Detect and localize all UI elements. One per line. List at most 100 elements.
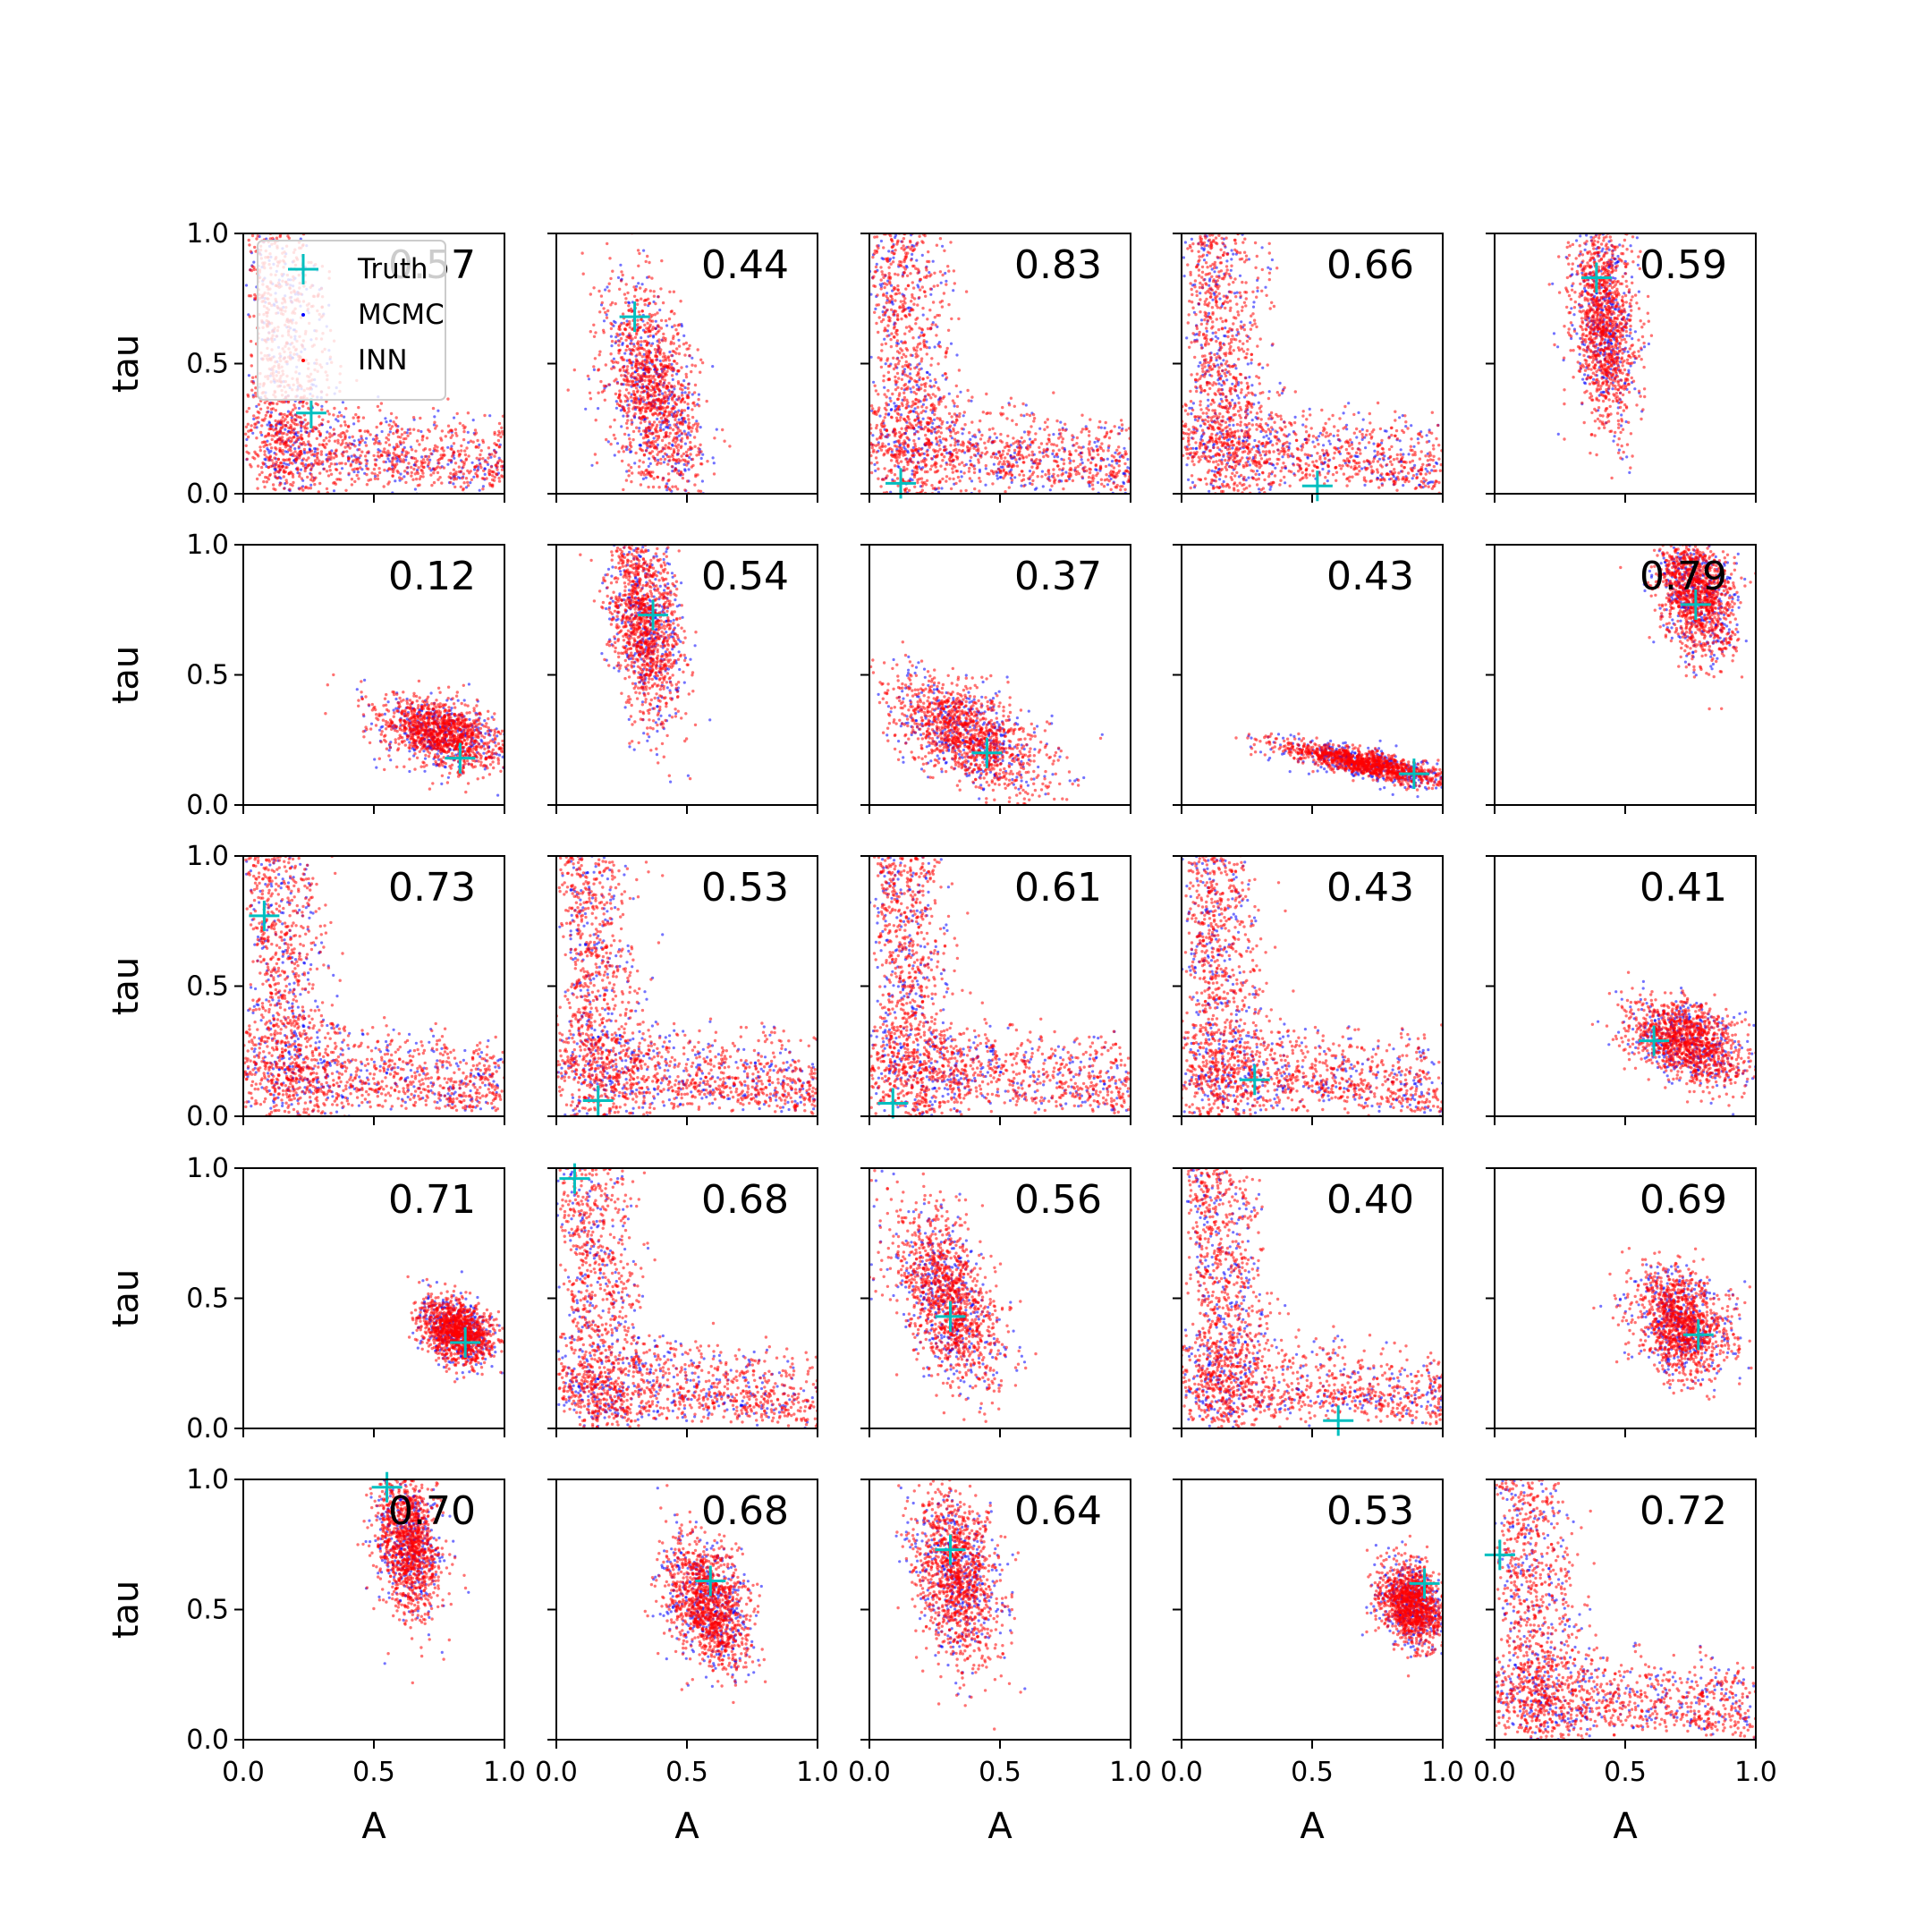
mcmc-point — [252, 260, 256, 264]
inn-point — [894, 379, 897, 383]
inn-point — [686, 460, 691, 463]
inn-point — [648, 312, 652, 317]
inn-point — [300, 433, 303, 437]
inn-point — [643, 330, 647, 334]
inn-point — [275, 402, 279, 406]
inn-point — [258, 445, 262, 449]
mcmc-point — [1022, 414, 1026, 418]
inn-point — [287, 426, 291, 429]
mcmc-point — [928, 346, 931, 350]
inn-point — [630, 422, 633, 426]
inn-point — [592, 323, 596, 326]
inn-point — [301, 404, 305, 408]
inn-point — [495, 472, 498, 476]
inn-point — [489, 465, 494, 469]
mcmc-point — [887, 443, 891, 446]
inn-point — [667, 487, 671, 491]
inn-point — [318, 481, 322, 486]
inn-point — [878, 228, 881, 231]
inn-point — [1068, 450, 1072, 453]
inn-point — [298, 471, 301, 476]
inn-point — [1020, 479, 1024, 483]
inn-point — [669, 528, 672, 530]
inn-point — [1015, 464, 1020, 468]
mcmc-point — [683, 391, 687, 394]
inn-point — [291, 436, 294, 440]
inn-point — [263, 401, 267, 404]
inn-point — [275, 236, 279, 240]
mcmc-point — [265, 222, 267, 225]
inn-point — [343, 462, 348, 466]
inn-point — [670, 374, 674, 377]
inn-point — [916, 241, 919, 245]
inn-point — [328, 450, 332, 454]
inn-point — [1047, 437, 1051, 442]
mcmc-point — [325, 453, 328, 457]
inn-point — [957, 369, 962, 372]
inn-point — [665, 421, 669, 425]
inn-point — [902, 391, 906, 394]
inn-point — [274, 419, 277, 423]
inn-point — [1054, 459, 1058, 463]
inn-point — [879, 319, 884, 324]
inn-point — [318, 433, 322, 437]
inn-point — [918, 368, 921, 371]
inn-point — [481, 487, 485, 491]
mcmc-point — [625, 319, 629, 323]
mcmc-point — [266, 423, 269, 427]
inn-point — [914, 397, 918, 402]
inn-point — [627, 474, 631, 478]
inn-point — [652, 504, 655, 507]
inn-point — [926, 326, 930, 331]
inn-point — [685, 463, 689, 467]
inn-point — [265, 455, 268, 459]
inn-point — [979, 479, 982, 483]
inn-point — [390, 461, 394, 464]
inn-point — [604, 363, 607, 367]
inn-point — [462, 429, 466, 434]
inn-point — [638, 459, 641, 462]
inn-point — [408, 428, 412, 431]
inn-point — [956, 475, 961, 479]
inn-point — [291, 428, 294, 431]
mcmc-point — [883, 337, 886, 341]
inn-point — [683, 432, 687, 436]
inn-point — [647, 383, 651, 386]
inn-point — [918, 376, 921, 379]
inn-point — [391, 462, 394, 467]
inn-point — [633, 384, 637, 387]
inn-point — [423, 454, 428, 459]
inn-point — [280, 436, 284, 439]
inn-point — [650, 423, 654, 427]
inn-point — [1007, 486, 1012, 489]
inn-point — [409, 431, 412, 436]
mcmc-point — [925, 340, 928, 343]
inn-point — [1117, 459, 1121, 463]
inn-point — [635, 328, 640, 333]
inn-point — [300, 477, 304, 480]
inn-point — [671, 454, 674, 458]
inn-point — [952, 477, 955, 481]
inn-point — [885, 403, 889, 407]
inn-point — [973, 487, 977, 491]
inn-point — [1077, 471, 1081, 476]
inn-point — [954, 418, 959, 421]
inn-point — [647, 355, 650, 359]
inn-point — [588, 391, 592, 394]
inn-point — [912, 230, 915, 233]
inn-point — [307, 440, 310, 444]
inn-point — [256, 234, 259, 238]
inn-point — [599, 294, 604, 298]
inn-point — [351, 468, 354, 471]
mcmc-point — [866, 429, 869, 432]
mcmc-point — [937, 341, 942, 344]
inn-point — [386, 482, 390, 486]
inn-point — [287, 472, 291, 476]
inn-point — [482, 477, 486, 480]
inn-point — [318, 471, 322, 475]
inn-point — [460, 449, 463, 453]
inn-point — [1032, 419, 1036, 423]
inn-point — [462, 437, 466, 442]
inn-point — [886, 370, 891, 374]
inn-point — [328, 432, 332, 436]
